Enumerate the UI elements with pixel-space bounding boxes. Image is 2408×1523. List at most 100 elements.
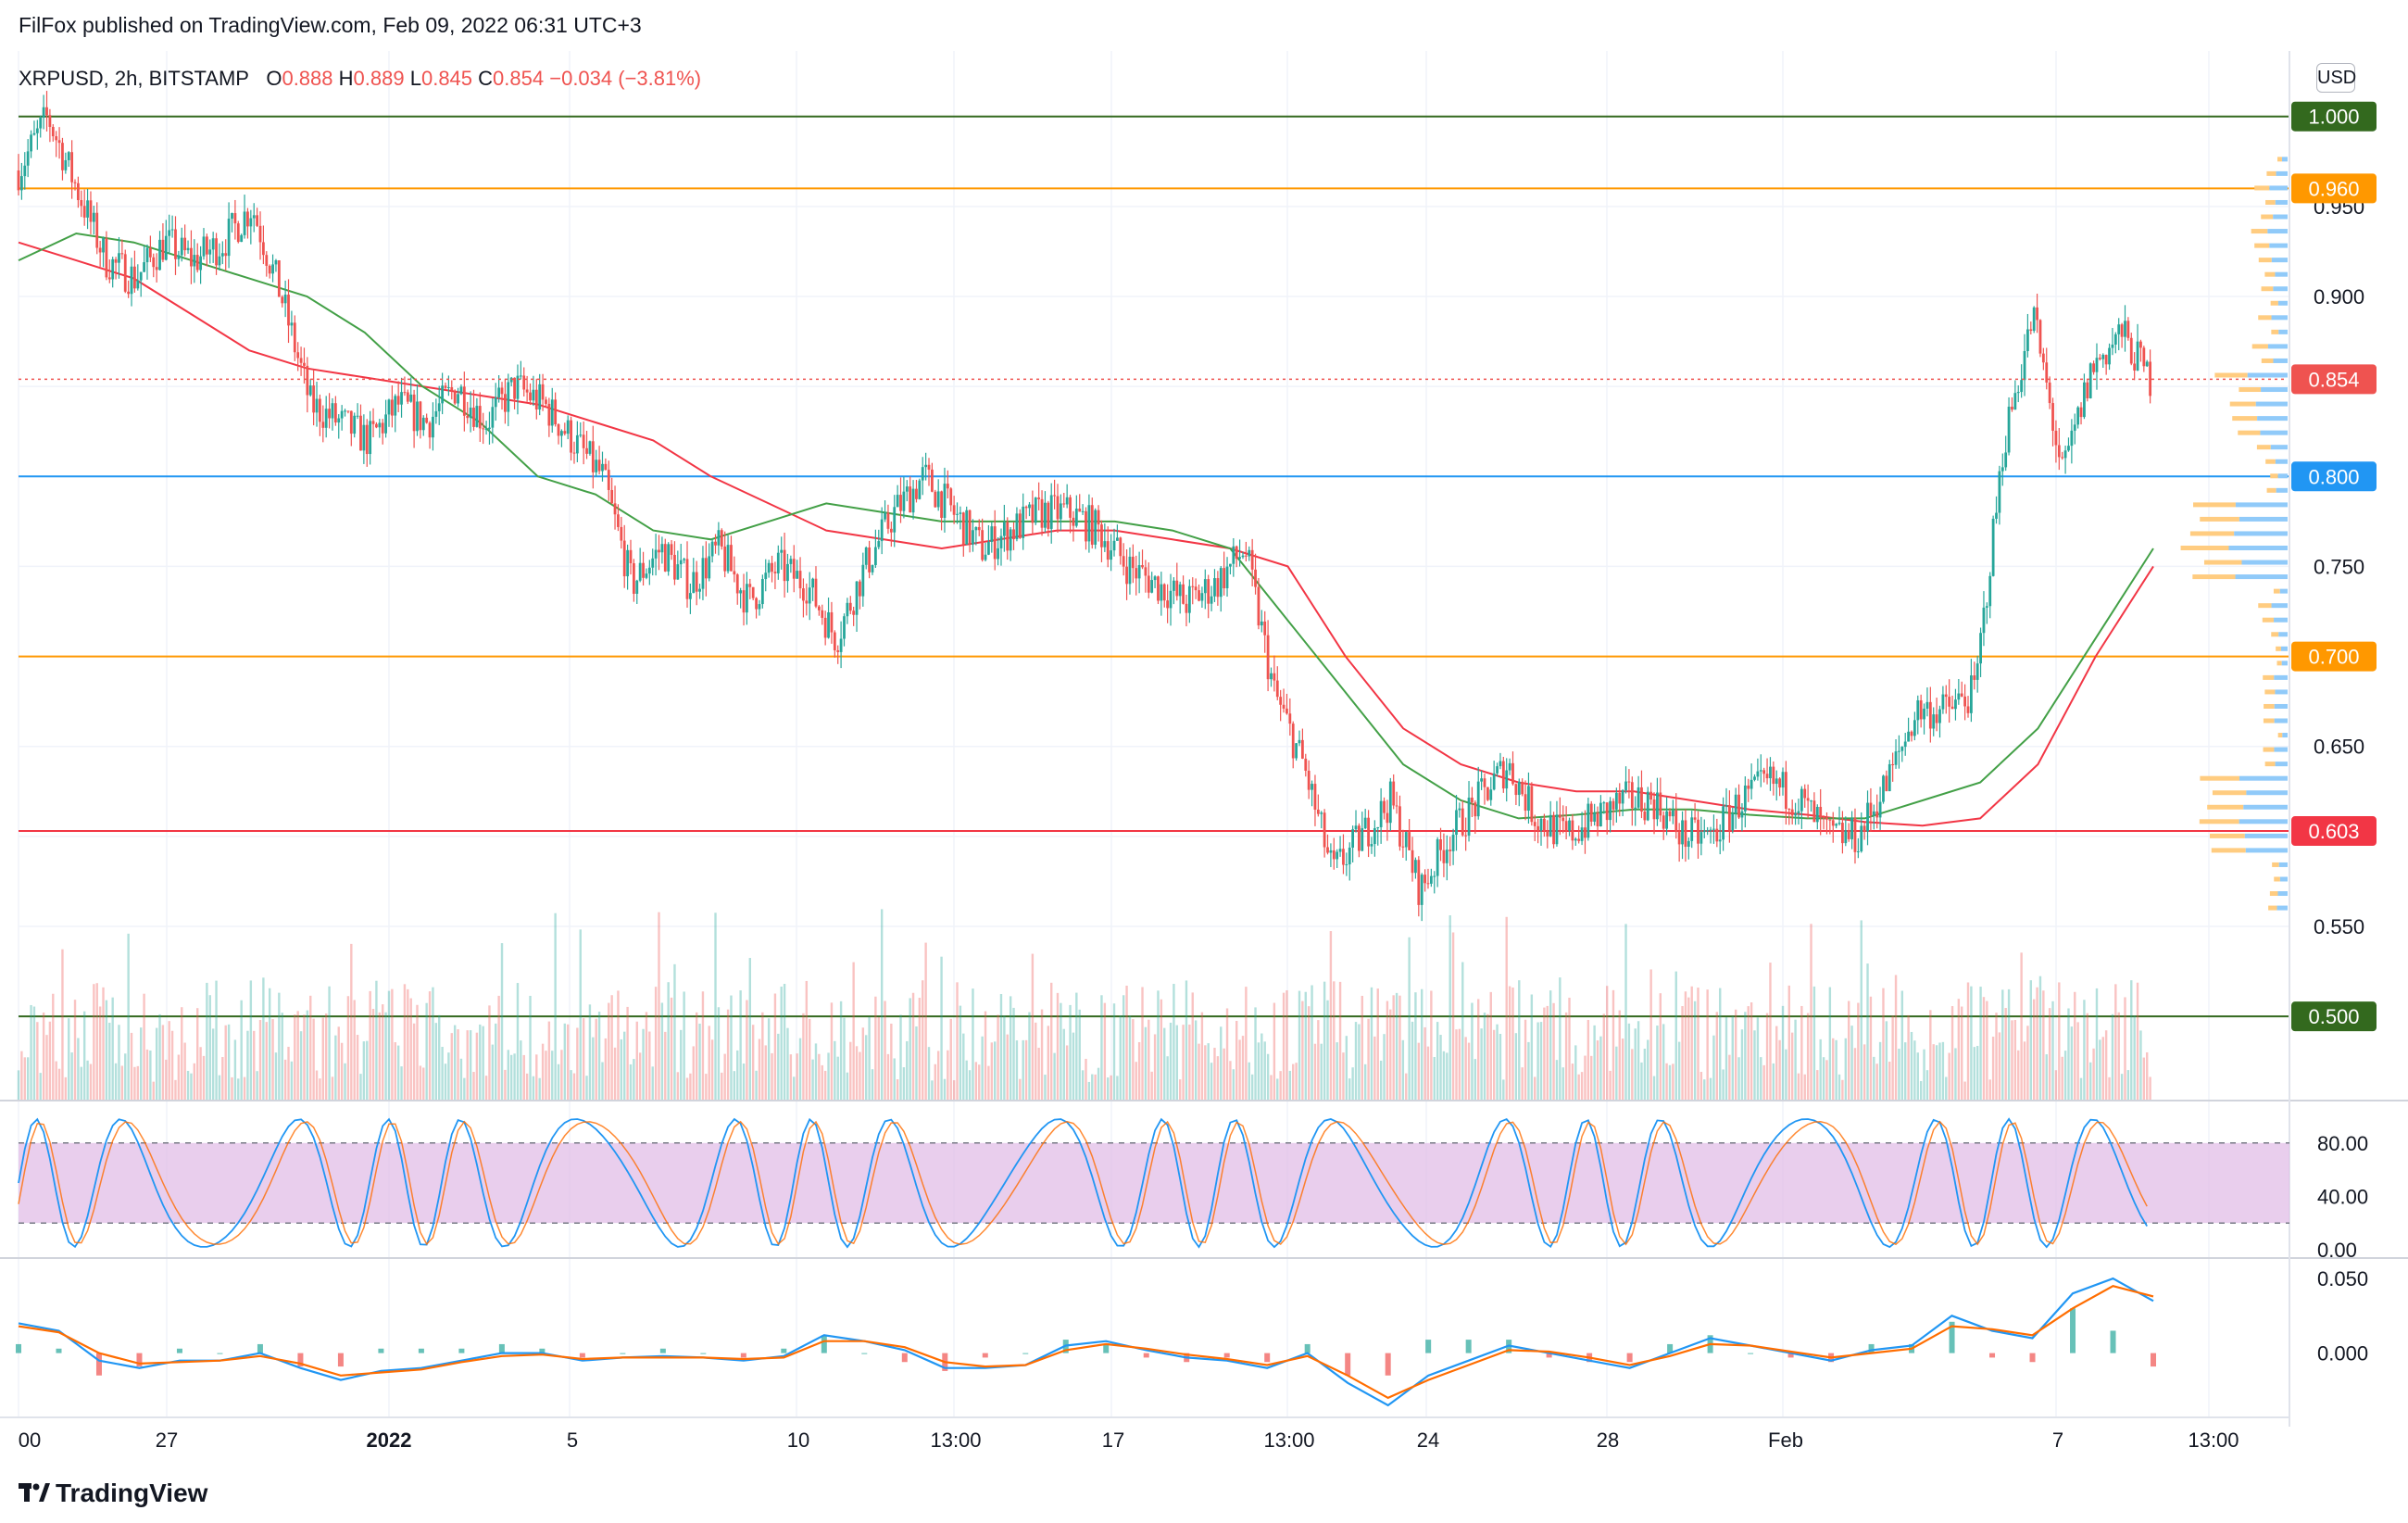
volume-bar bbox=[1975, 1046, 1979, 1101]
volume-bar bbox=[2061, 1056, 2063, 1101]
volume-bar bbox=[331, 1076, 334, 1101]
candle-body bbox=[1614, 792, 1618, 810]
volume-bar bbox=[233, 1039, 237, 1101]
candle-body bbox=[1304, 758, 1308, 771]
candle-body bbox=[1825, 817, 1828, 820]
volume-profile-bar bbox=[2192, 574, 2236, 580]
candle-body bbox=[1031, 504, 1035, 523]
candle-body bbox=[1342, 849, 1345, 865]
candle-body bbox=[525, 389, 529, 393]
candle-body bbox=[333, 403, 337, 423]
candle-body bbox=[751, 586, 755, 598]
volume-bar bbox=[1119, 1015, 1122, 1101]
volume-bar bbox=[1596, 1040, 1599, 1101]
candle-body bbox=[1819, 806, 1823, 818]
volume-bar bbox=[1336, 1042, 1338, 1101]
volume-bar bbox=[344, 1063, 346, 1101]
time-axis[interactable]: 00 27 2022 5 10 13:00 17 13:00 24 28 Feb 7 13:00 bbox=[19, 1429, 2239, 1452]
volume-bar bbox=[52, 993, 55, 1101]
volume-profile-bar bbox=[2275, 689, 2288, 695]
volume-bar bbox=[1722, 1069, 1724, 1101]
volume-bar bbox=[2074, 991, 2076, 1101]
volume-bar bbox=[1734, 1009, 1737, 1101]
volume-bar bbox=[525, 1073, 529, 1101]
volume-bar bbox=[667, 982, 670, 1101]
volume-bar bbox=[1295, 1063, 1298, 1101]
volume-bar bbox=[1389, 1009, 1392, 1101]
volume-bar bbox=[1527, 1041, 1530, 1101]
candle-body bbox=[1891, 763, 1895, 765]
price-badge-label: 0.500 bbox=[2308, 1005, 2359, 1028]
volume-bar bbox=[453, 1025, 457, 1101]
candle-body bbox=[2139, 341, 2142, 348]
price-badge bbox=[2291, 461, 2377, 492]
macd-histogram-bar bbox=[56, 1348, 62, 1353]
candle-body bbox=[993, 526, 997, 560]
candle-body bbox=[1775, 778, 1778, 785]
candle-body bbox=[2124, 321, 2126, 337]
volume-bar bbox=[23, 1057, 26, 1101]
volume-bar bbox=[1163, 1027, 1166, 1101]
volume-profile-bar bbox=[2238, 430, 2261, 435]
candle-body bbox=[1960, 693, 1963, 697]
candle-body bbox=[1950, 706, 1954, 710]
volume-bar bbox=[1286, 990, 1288, 1101]
volume-bar bbox=[1819, 1038, 1822, 1101]
macd-histogram-bar bbox=[1264, 1353, 1271, 1363]
volume-bar bbox=[1094, 1074, 1097, 1101]
volume-bar bbox=[409, 998, 412, 1101]
candle-body bbox=[1087, 505, 1091, 542]
volume-bar bbox=[1499, 1034, 1502, 1101]
candle-body bbox=[86, 200, 89, 218]
volume-bar bbox=[956, 982, 959, 1101]
candle-body bbox=[308, 385, 312, 396]
volume-bar bbox=[1333, 981, 1336, 1101]
candle-body bbox=[1219, 568, 1223, 598]
tradingview-logo[interactable]: TradingView bbox=[19, 1479, 207, 1508]
candle-body bbox=[1944, 694, 1948, 698]
volume-bar bbox=[265, 1022, 268, 1101]
candle-body bbox=[1580, 827, 1584, 841]
candle-body bbox=[563, 431, 567, 434]
volume-bar bbox=[1935, 1045, 1938, 1101]
candle-body bbox=[836, 649, 840, 652]
macd-histogram-bar bbox=[418, 1348, 424, 1353]
volume-bar bbox=[1841, 1079, 1844, 1101]
candle-body bbox=[1762, 770, 1766, 774]
volume-bar bbox=[2120, 1074, 2124, 1101]
candle-body bbox=[1288, 713, 1292, 724]
volume-bar bbox=[1169, 1022, 1173, 1101]
candle-body bbox=[1166, 600, 1170, 609]
volume-bar bbox=[274, 1052, 278, 1101]
volume-bar bbox=[1270, 1075, 1273, 1101]
candle-body bbox=[688, 593, 692, 599]
volume-bar bbox=[1132, 1019, 1135, 1101]
volume-bar bbox=[1790, 1032, 1794, 1101]
volume-bar bbox=[2079, 1077, 2083, 1101]
volume-bar bbox=[1351, 1067, 1354, 1101]
volume-bar bbox=[215, 980, 218, 1101]
volume-bar bbox=[1659, 993, 1662, 1101]
symbol-label[interactable]: XRPUSD, 2h, BITSTAMP bbox=[19, 67, 249, 90]
candle-body bbox=[1194, 586, 1198, 591]
candle-body bbox=[1131, 556, 1135, 569]
currency-button[interactable]: USD bbox=[2316, 63, 2356, 93]
volume-bar bbox=[32, 1006, 36, 1101]
volume-bar bbox=[1765, 1013, 1769, 1101]
volume-bar bbox=[635, 1021, 638, 1101]
price-badge bbox=[2291, 364, 2377, 395]
volume-bar bbox=[1103, 1002, 1107, 1101]
macd-histogram-bar bbox=[337, 1353, 344, 1367]
candle-body bbox=[1147, 575, 1150, 593]
candle-body bbox=[437, 403, 441, 411]
candle-body bbox=[830, 611, 834, 633]
volume-bar bbox=[2101, 1037, 2104, 1101]
candle-body bbox=[258, 225, 262, 243]
candle-body bbox=[2011, 407, 2013, 410]
candle-body bbox=[959, 512, 962, 514]
candle-body bbox=[1056, 496, 1060, 520]
candle-body bbox=[349, 410, 353, 434]
volume-bar bbox=[1486, 1013, 1489, 1101]
volume-bar bbox=[95, 983, 98, 1101]
